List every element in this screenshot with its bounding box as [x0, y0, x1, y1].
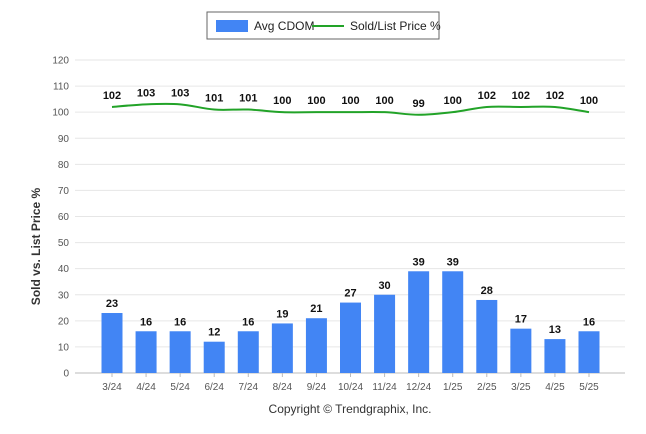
gridlines [75, 59, 625, 348]
bar [578, 331, 600, 373]
y-tick-label: 120 [52, 56, 69, 67]
bar-data-label: 30 [378, 280, 390, 292]
y-axis-label: Sold vs. List Price % [29, 187, 43, 305]
bar-data-label: 12 [208, 327, 220, 339]
bar [340, 302, 361, 373]
bar [135, 331, 157, 373]
line-data-label: 99 [413, 98, 425, 110]
x-tick-label: 6/24 [204, 382, 224, 393]
line-data-label: 100 [580, 95, 598, 107]
x-tick-label: 10/24 [338, 382, 363, 393]
bar-series [101, 271, 600, 373]
y-tick-label: 70 [58, 186, 70, 197]
bar-data-label: 21 [310, 303, 322, 315]
line-data-label: 100 [375, 95, 393, 107]
bar-data-label: 23 [106, 298, 118, 310]
bar-data-label: 28 [481, 285, 493, 297]
x-tick-label: 7/24 [239, 382, 259, 393]
legend[interactable]: Avg CDOM Sold/List Price % [206, 11, 441, 40]
x-tick-label: 4/24 [136, 382, 156, 393]
bar [442, 271, 464, 373]
y-tick-label: 80 [58, 160, 70, 171]
line-data-label: 100 [341, 95, 359, 107]
line-data-label: 100 [307, 95, 325, 107]
bar-data-label: 16 [174, 316, 186, 328]
line-data-labels: 102 103 103 101 101 100 100 100 100 99 100 102 102 10… [103, 87, 598, 109]
bar [203, 341, 225, 373]
y-tick-label: 90 [58, 134, 70, 145]
line-data-label: 102 [546, 90, 564, 102]
bar [408, 271, 430, 373]
y-tick-label: 60 [58, 212, 70, 223]
y-tick-label: 50 [58, 238, 70, 249]
line-data-label: 102 [478, 90, 496, 102]
line-data-label: 103 [137, 87, 155, 99]
x-tick-label: 1/25 [443, 382, 463, 393]
bar-data-label: 19 [276, 308, 288, 320]
bar-data-label: 16 [583, 316, 595, 328]
line-data-label: 100 [273, 95, 291, 107]
y-axis-ticks: 0 10 20 30 40 50 60 70 80 90 100 110 120 [52, 56, 69, 380]
bar-data-label: 16 [242, 316, 254, 328]
bar-data-labels: 23 16 16 12 16 19 21 27 30 39 39 28 17 13 16 [106, 256, 595, 338]
bar [169, 331, 191, 373]
y-tick-label: 110 [53, 82, 69, 93]
y-tick-label: 30 [58, 290, 70, 301]
x-tick-label: 5/24 [170, 382, 190, 393]
bar-data-label: 13 [549, 324, 561, 336]
legend-swatch-avg-cdom [216, 20, 248, 32]
bar-data-label: 16 [140, 316, 152, 328]
legend-label-sold-list[interactable]: Sold/List Price % [350, 19, 441, 33]
y-tick-label: 40 [58, 264, 70, 275]
bar-data-label: 17 [515, 314, 527, 326]
bar [510, 328, 532, 373]
bar [476, 299, 498, 373]
line-data-label: 102 [512, 90, 530, 102]
bar [544, 339, 566, 373]
line-data-label: 101 [239, 93, 257, 105]
bar-data-label: 27 [344, 288, 356, 300]
x-tick-label: 2/25 [477, 382, 497, 393]
x-tick-label: 12/24 [406, 382, 431, 393]
legend-label-avg-cdom[interactable]: Avg CDOM [254, 19, 314, 33]
line-data-label: 100 [444, 95, 462, 107]
x-tick-label: 8/24 [273, 382, 293, 393]
x-axis-ticks: 3/24 4/24 5/24 6/24 7/24 8/24 9/24 10/24 11/24 12… [102, 373, 599, 393]
x-tick-label: 5/25 [579, 382, 599, 393]
sold-list-line [111, 102, 590, 116]
bar [101, 313, 123, 373]
y-tick-label: 0 [63, 369, 69, 380]
x-tick-label: 3/25 [511, 382, 531, 393]
x-tick-label: 3/24 [102, 382, 122, 393]
x-tick-label: 11/24 [372, 382, 397, 393]
line-data-label: 102 [103, 90, 121, 102]
y-tick-label: 20 [58, 316, 70, 327]
copyright-text: Copyright © Trendgraphix, Inc. [269, 402, 432, 416]
y-tick-label: 100 [52, 108, 69, 119]
x-tick-label: 4/25 [545, 382, 565, 393]
y-tick-label: 10 [58, 342, 70, 353]
bar [271, 323, 293, 373]
x-tick-label: 9/24 [307, 382, 327, 393]
bar [237, 331, 259, 373]
bar [305, 318, 327, 373]
bar [374, 294, 396, 373]
bar-data-label: 39 [447, 256, 459, 268]
bar-data-label: 39 [413, 256, 425, 268]
line-data-label: 103 [171, 87, 189, 99]
line-data-label: 101 [205, 93, 223, 105]
